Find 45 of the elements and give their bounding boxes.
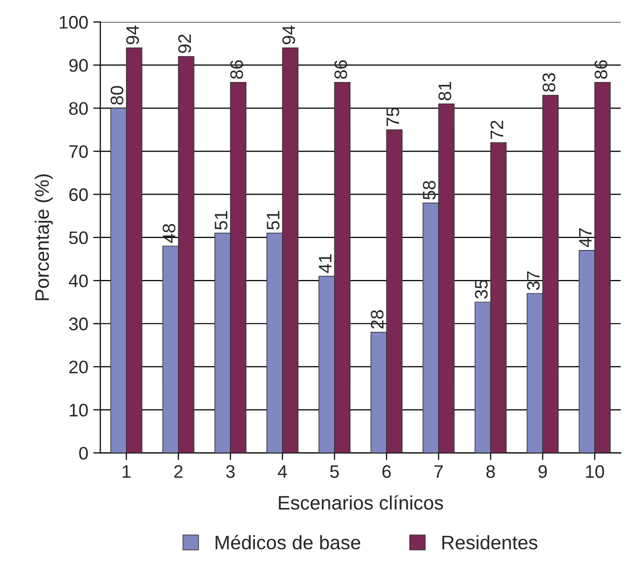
x-axis-title: Escenarios clínicos bbox=[278, 495, 444, 510]
x-tick-label: 10 bbox=[586, 465, 604, 478]
data-label: 86 bbox=[230, 60, 244, 79]
data-label: 47 bbox=[579, 228, 592, 248]
data-label: 75 bbox=[386, 108, 400, 126]
y-tick-label: 80 bbox=[69, 102, 88, 115]
x-tick-label: 7 bbox=[434, 465, 443, 478]
x-tick-label: 5 bbox=[330, 465, 339, 478]
data-label: 35 bbox=[474, 280, 488, 299]
x-tick-label: 6 bbox=[382, 465, 391, 478]
data-label: 51 bbox=[266, 211, 280, 230]
x-tick-label: 1 bbox=[122, 465, 130, 478]
y-tick-label: 0 bbox=[79, 446, 88, 460]
y-tick-label: 100 bbox=[60, 16, 88, 29]
data-label: 80 bbox=[110, 86, 124, 105]
data-label: 37 bbox=[526, 272, 540, 290]
data-label: 86 bbox=[334, 60, 348, 79]
data-label: 83 bbox=[542, 73, 556, 92]
data-label: 92 bbox=[178, 34, 192, 53]
data-label: 58 bbox=[422, 180, 436, 200]
y-tick-label: 90 bbox=[69, 59, 88, 72]
x-tick-label: 8 bbox=[486, 465, 495, 478]
legend-label: Residentes bbox=[442, 535, 538, 550]
y-tick-label: 50 bbox=[69, 231, 88, 244]
y-tick-label: 10 bbox=[70, 404, 88, 417]
x-tick-label: 4 bbox=[278, 465, 287, 478]
data-label: 86 bbox=[594, 60, 608, 79]
y-tick-label: 20 bbox=[69, 360, 88, 374]
data-label: 41 bbox=[318, 254, 332, 274]
y-tick-label: 60 bbox=[69, 188, 88, 202]
data-label: 94 bbox=[282, 26, 296, 44]
y-tick-label: 70 bbox=[69, 145, 88, 158]
y-tick-label: 30 bbox=[69, 318, 88, 330]
x-tick-label: 9 bbox=[538, 465, 547, 478]
data-label: 72 bbox=[490, 120, 504, 139]
legend-label: Médicos de base bbox=[216, 534, 360, 550]
y-tick-label: 40 bbox=[68, 274, 88, 288]
data-label: 51 bbox=[214, 211, 228, 230]
data-label: 28 bbox=[370, 310, 384, 329]
x-tick-label: 3 bbox=[226, 465, 235, 478]
y-axis-title: Porcentaje (%) bbox=[34, 174, 53, 300]
x-tick-label: 2 bbox=[174, 465, 182, 478]
data-label: 48 bbox=[162, 224, 176, 243]
data-label: 94 bbox=[126, 26, 139, 44]
data-label: 81 bbox=[438, 82, 452, 100]
